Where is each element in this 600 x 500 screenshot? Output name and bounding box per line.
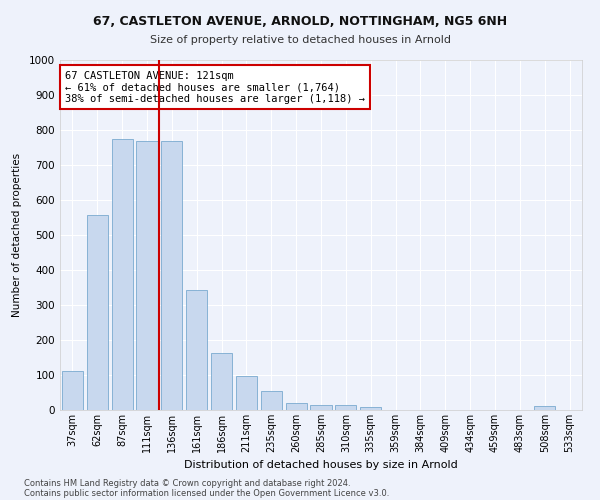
Bar [236, 376, 257, 410]
Text: Size of property relative to detached houses in Arnold: Size of property relative to detached ho… [149, 35, 451, 45]
X-axis label: Distribution of detached houses by size in Arnold: Distribution of detached houses by size … [184, 460, 458, 470]
Bar [310, 405, 332, 410]
Bar [286, 403, 307, 410]
Text: 67, CASTLETON AVENUE, ARNOLD, NOTTINGHAM, NG5 6NH: 67, CASTLETON AVENUE, ARNOLD, NOTTINGHAM… [93, 15, 507, 28]
Bar [360, 406, 381, 410]
Bar [261, 391, 282, 410]
Bar [136, 140, 158, 410]
Text: Contains public sector information licensed under the Open Government Licence v3: Contains public sector information licen… [24, 488, 389, 498]
Bar [186, 290, 207, 410]
Text: 67 CASTLETON AVENUE: 121sqm
← 61% of detached houses are smaller (1,764)
38% of : 67 CASTLETON AVENUE: 121sqm ← 61% of det… [65, 70, 365, 104]
Text: Contains HM Land Registry data © Crown copyright and database right 2024.: Contains HM Land Registry data © Crown c… [24, 478, 350, 488]
Bar [112, 138, 133, 410]
Bar [87, 214, 108, 410]
Y-axis label: Number of detached properties: Number of detached properties [12, 153, 22, 317]
Bar [335, 405, 356, 410]
Bar [211, 353, 232, 410]
Bar [161, 140, 182, 410]
Bar [62, 371, 83, 410]
Bar [534, 406, 555, 410]
